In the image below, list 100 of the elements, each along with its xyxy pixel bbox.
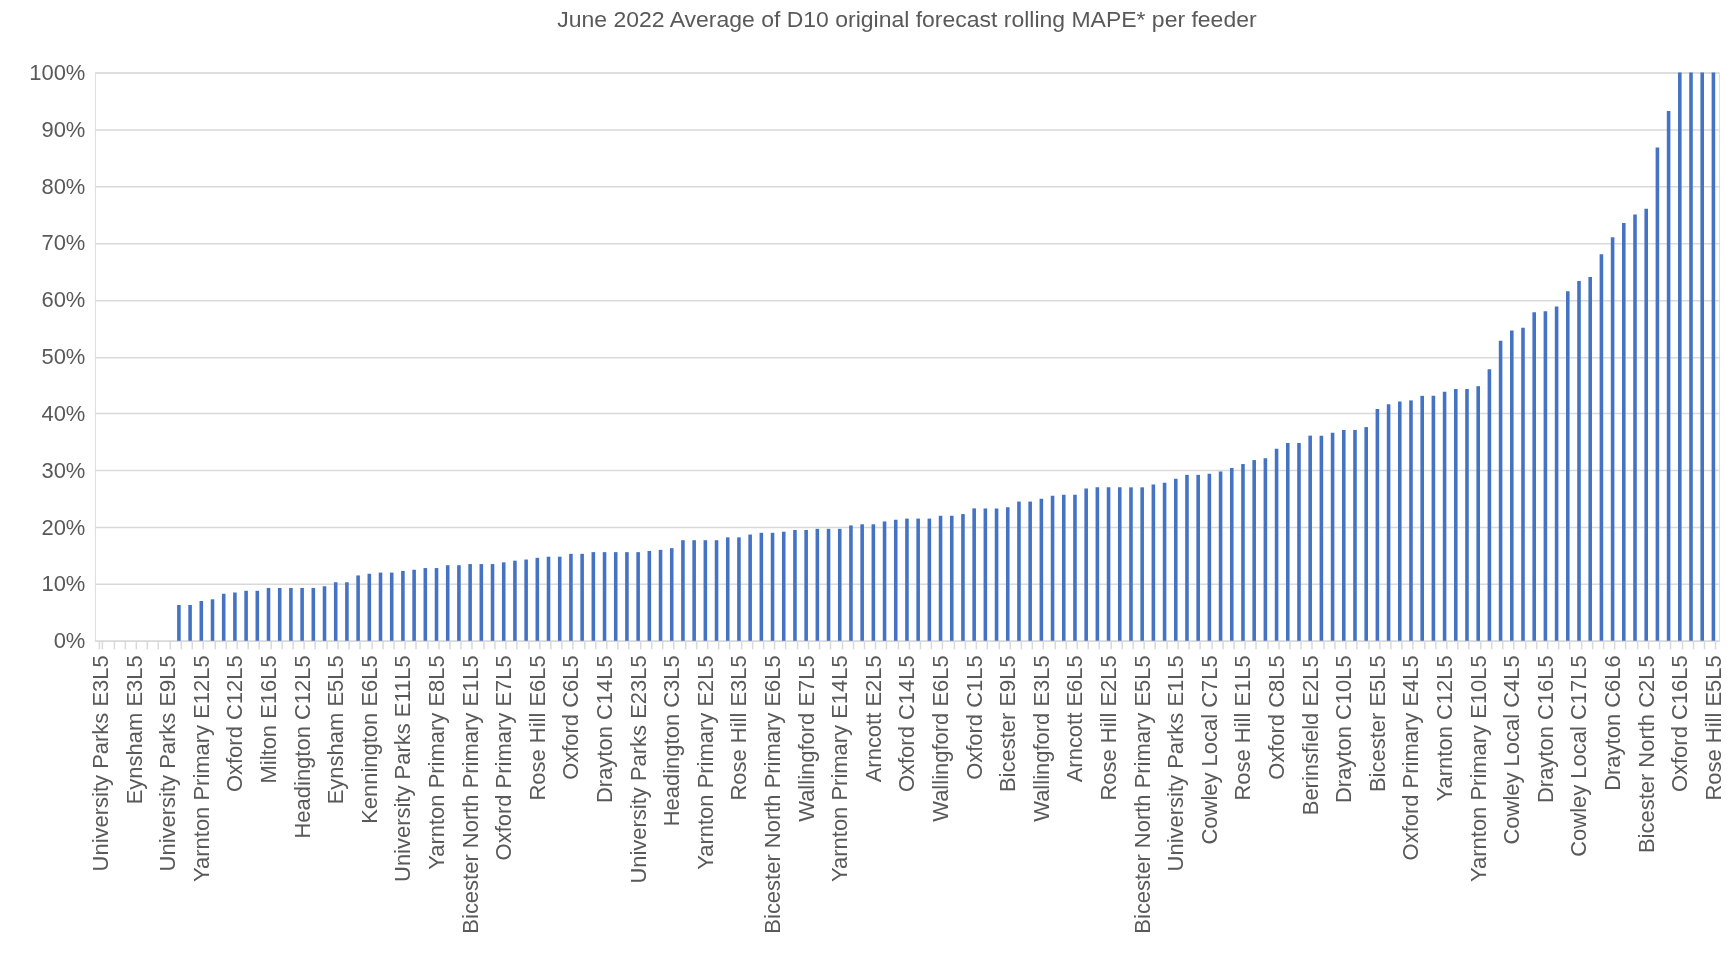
bar [1364, 427, 1368, 641]
bar [916, 518, 920, 641]
x-tick-label: Headington C3L5 [659, 655, 685, 827]
bar [1510, 330, 1514, 641]
y-tick-label: 50% [41, 344, 86, 370]
x-tick-label: University Parks E23L5 [625, 655, 651, 884]
chart-title: June 2022 Average of D10 original forecast rolling MAPE* per feeder [557, 5, 1257, 32]
bar [1073, 494, 1077, 641]
x-tick-label: Rose Hill E6L5 [524, 655, 550, 801]
bar [849, 525, 853, 641]
bar [356, 575, 360, 641]
x-tick-label: Oxford C8L5 [1264, 655, 1290, 780]
bar [972, 508, 976, 641]
x-tick-label: Wallingford E7L5 [793, 655, 819, 822]
x-tick-label: Yarnton Primary E12L5 [188, 655, 214, 882]
bar [457, 565, 461, 641]
bar [289, 587, 293, 641]
bar [244, 590, 248, 641]
x-tick-label: Arncott E6L5 [1062, 655, 1088, 783]
x-tick-label: Yarnton Primary E10L5 [1465, 655, 1491, 882]
bar [1476, 386, 1480, 641]
x-tick-label: Cowley Local C4L5 [1499, 655, 1525, 845]
x-tick-label: Oxford C12L5 [222, 655, 248, 793]
bar [345, 582, 349, 641]
y-tick-label: 90% [41, 116, 86, 142]
bar [1678, 72, 1682, 641]
x-tick-label: Oxford C6L5 [558, 655, 584, 780]
bar [837, 528, 842, 641]
bar [1117, 487, 1122, 641]
bar [1420, 395, 1424, 641]
bar [1297, 443, 1301, 641]
bar [300, 587, 304, 641]
bar [949, 515, 954, 641]
bar [1252, 460, 1256, 641]
x-tick-label: Rose Hill E1L5 [1230, 655, 1256, 801]
x-tick-label: Drayton C10L5 [1331, 655, 1357, 804]
bar [188, 604, 192, 641]
bar [1577, 281, 1581, 641]
x-tick-label: University Parks E9L5 [155, 655, 181, 872]
x-tick-label: Arncott E2L5 [860, 655, 886, 783]
y-tick-label: 20% [41, 514, 86, 540]
x-tick-label: Yarnton Primary E14L5 [827, 655, 853, 882]
y-tick-label: 80% [41, 173, 86, 199]
bar [625, 552, 629, 641]
bar [1588, 277, 1592, 641]
x-tick-label: Oxford Primary E7L5 [491, 655, 517, 861]
bar [681, 540, 685, 641]
bar [793, 529, 797, 641]
bar [1689, 72, 1693, 641]
bar [513, 560, 517, 641]
x-tick-label: Cowley Local C7L5 [1196, 655, 1222, 845]
bar [1196, 474, 1200, 641]
bar [748, 534, 752, 641]
x-tick-label: Headington C12L5 [289, 655, 315, 839]
bar [804, 529, 808, 641]
bar [445, 565, 450, 641]
bar [781, 531, 786, 641]
x-tick-label: Yarnton Primary E8L5 [424, 655, 450, 870]
bar [580, 553, 584, 641]
bar [1353, 429, 1357, 641]
bar [1173, 478, 1178, 641]
bar [1061, 494, 1066, 641]
x-tick-label: Wallingford E6L5 [928, 655, 954, 822]
bar [1521, 327, 1525, 641]
bar [1185, 474, 1189, 641]
bar [1633, 214, 1637, 641]
x-tick-label: Cowley Local C17L5 [1566, 655, 1592, 857]
bar [961, 514, 965, 641]
x-tick-label: Yarnton Primary E2L5 [692, 655, 718, 870]
x-tick-label: Bicester North Primary E6L5 [760, 655, 786, 934]
bar [669, 548, 674, 641]
bar [1285, 443, 1290, 641]
x-tick-label: Milton E16L5 [255, 655, 281, 784]
y-tick-label: 60% [41, 287, 86, 313]
bar [1129, 487, 1133, 641]
bar [1409, 400, 1413, 641]
x-tick-label: Eynsham E5L5 [323, 655, 349, 805]
x-tick-label: Yarnton C12L5 [1432, 655, 1458, 802]
x-tick-label: Drayton C16L5 [1532, 655, 1558, 804]
bar [613, 552, 618, 641]
x-tick-label: Rose Hill E2L5 [1096, 655, 1122, 801]
bar [905, 518, 909, 641]
y-tick-label: 30% [41, 457, 86, 483]
bar [1397, 401, 1402, 641]
bar [860, 524, 864, 641]
x-tick-label: Wallingford E3L5 [1028, 655, 1054, 822]
x-tick-label: Bicester E9L5 [995, 655, 1021, 793]
x-tick-label: Rose Hill E3L5 [726, 655, 752, 801]
x-tick-label: University Parks E1L5 [1163, 655, 1189, 872]
x-tick-label: Rose Hill E5L5 [1700, 655, 1726, 801]
bar [1308, 435, 1312, 641]
bar [1465, 389, 1469, 641]
bar [1017, 501, 1021, 641]
x-tick-label: Oxford C16L5 [1667, 655, 1693, 793]
bar [501, 562, 506, 641]
bar [569, 553, 573, 641]
y-tick-label: 100% [29, 59, 86, 85]
bar [737, 537, 741, 641]
x-tick-label: Drayton C6L6 [1600, 655, 1626, 791]
bar [1644, 208, 1648, 641]
